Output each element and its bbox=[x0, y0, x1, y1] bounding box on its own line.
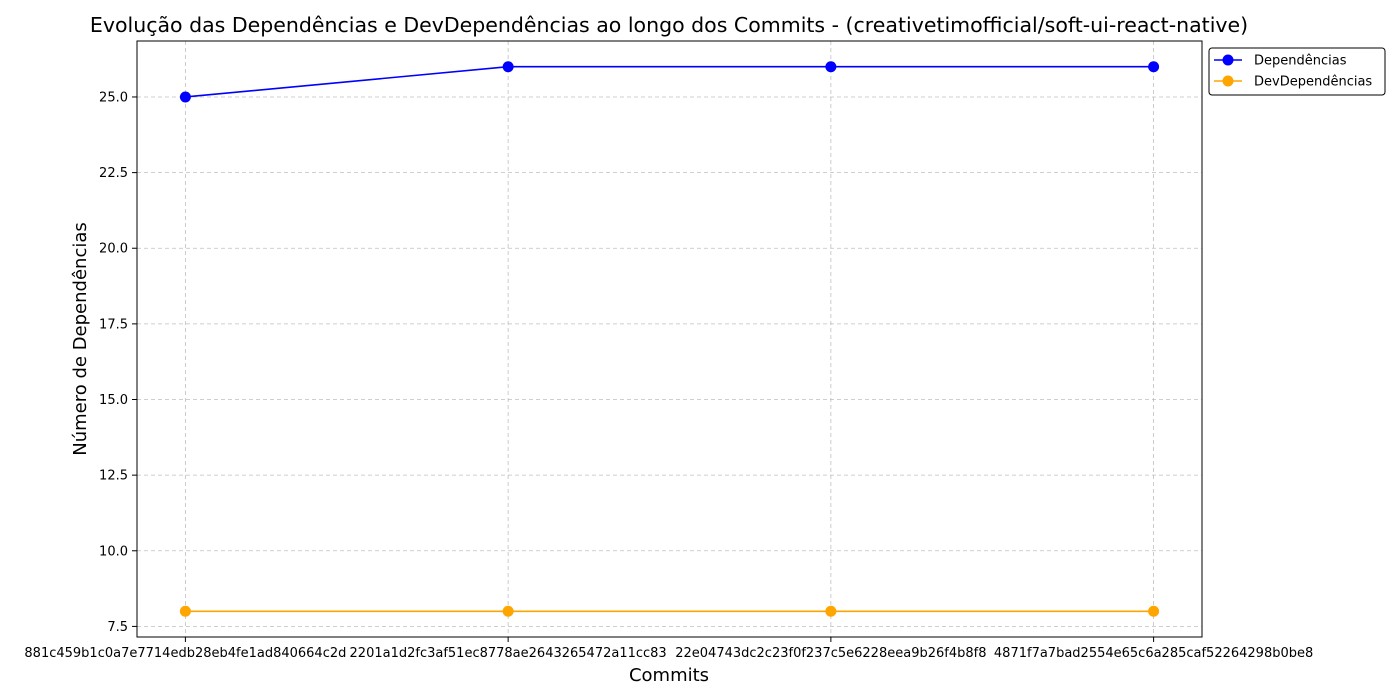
y-tick-label: 10.0 bbox=[99, 544, 128, 559]
y-tick-label: 20.0 bbox=[99, 242, 128, 257]
y-tick-label: 7.5 bbox=[107, 620, 128, 635]
legend-marker bbox=[1222, 54, 1234, 66]
y-tick-label: 25.0 bbox=[99, 90, 128, 105]
x-tick-label: 4871f7a7bad2554e65c6a285caf52264298b0be8 bbox=[994, 646, 1313, 661]
y-axis-label: Número de Dependências bbox=[70, 222, 91, 456]
data-point bbox=[179, 605, 191, 617]
y-axis: 7.5 10.0 12.5 15.0 17.5 20.0 22.5 25.0 bbox=[99, 90, 137, 635]
data-point bbox=[502, 605, 514, 617]
legend-label: Dependências bbox=[1254, 54, 1347, 69]
legend: Dependências DevDependências bbox=[1208, 47, 1386, 96]
chart-title: Evolução das Dependências e DevDependênc… bbox=[90, 13, 1248, 37]
y-tick-label: 15.0 bbox=[99, 393, 128, 408]
legend-label: DevDependências bbox=[1254, 75, 1372, 90]
y-tick-label: 22.5 bbox=[99, 166, 128, 181]
x-tick-label: 2201a1d2fc3af51ec8778ae2643265472a11cc83 bbox=[350, 646, 667, 661]
data-point bbox=[179, 91, 191, 103]
data-point bbox=[825, 605, 837, 617]
y-tick-label: 17.5 bbox=[99, 317, 128, 332]
data-point bbox=[1148, 61, 1160, 73]
series-line bbox=[185, 65, 1154, 98]
x-axis-label: Commits bbox=[629, 665, 709, 686]
x-tick-label: 881c459b1c0a7e7714edb28eb4fe1ad840664c2d bbox=[24, 646, 346, 661]
y-tick-label: 12.5 bbox=[99, 469, 128, 484]
plot-frame bbox=[136, 40, 1203, 638]
x-axis: 881c459b1c0a7e7714edb28eb4fe1ad840664c2d… bbox=[24, 637, 1313, 661]
data-point bbox=[825, 61, 837, 73]
x-tick-label: 22e04743dc2c23f0f237c5e6228eea9b26f4b8f8 bbox=[675, 646, 986, 661]
legend-marker bbox=[1222, 75, 1234, 87]
legend-frame bbox=[1208, 47, 1386, 96]
data-point bbox=[502, 61, 514, 73]
grid bbox=[137, 41, 1202, 637]
data-point bbox=[1148, 605, 1160, 617]
series-layer bbox=[179, 61, 1160, 617]
